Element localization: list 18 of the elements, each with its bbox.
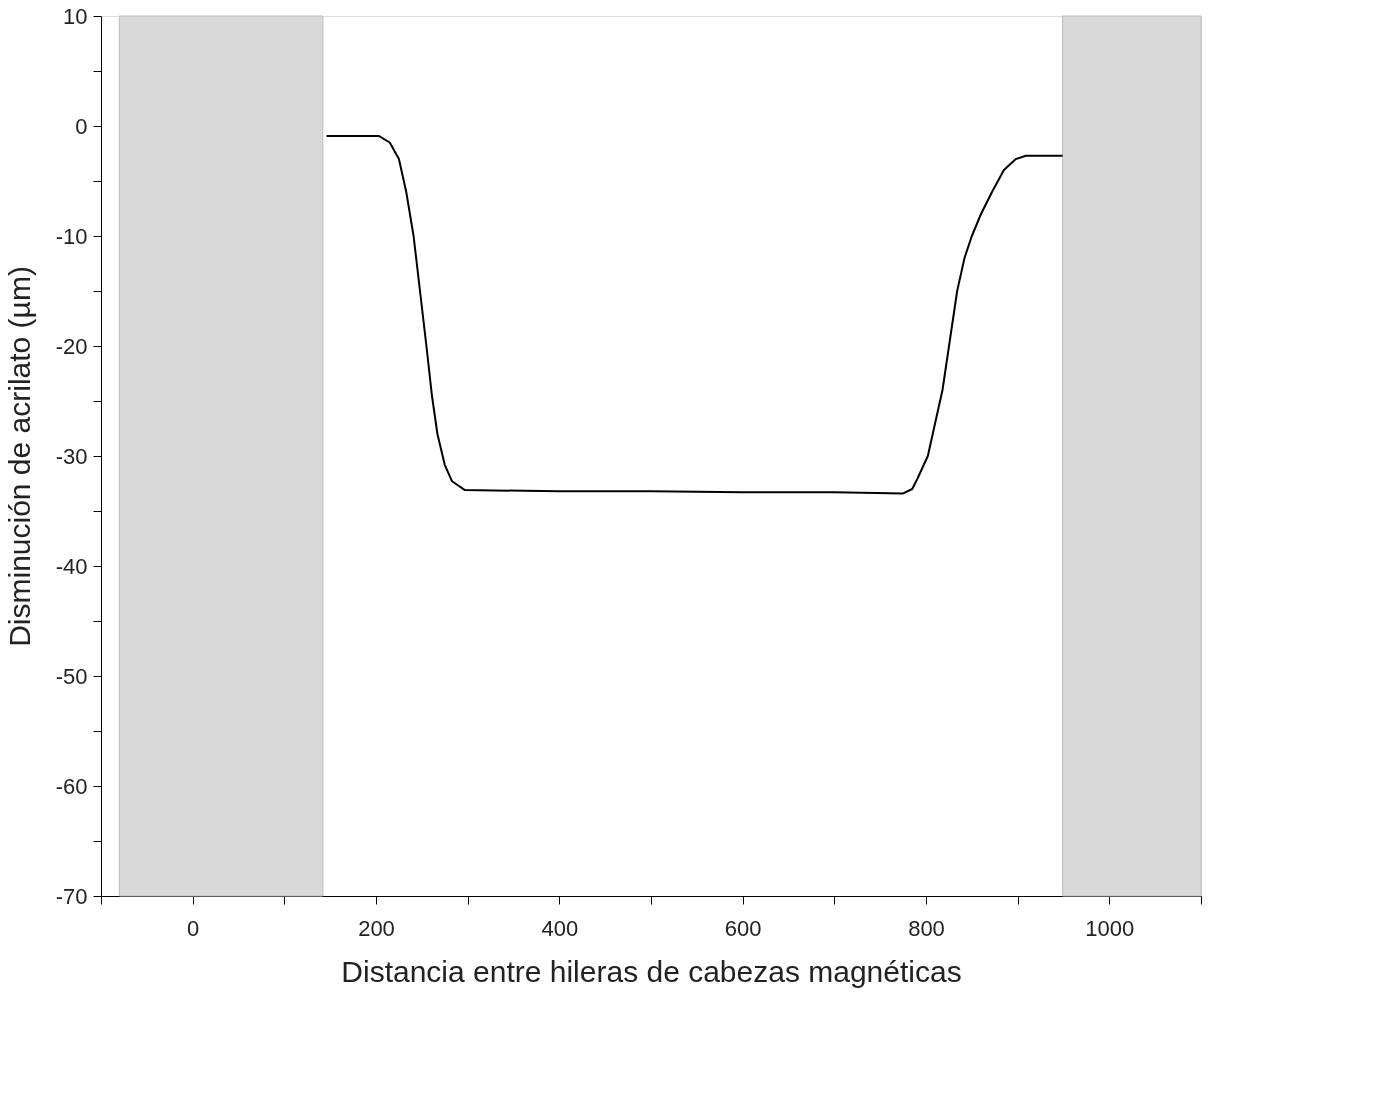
y-tick-label: 0 bbox=[75, 113, 88, 139]
x-tick-label: 0 bbox=[187, 915, 200, 941]
x-axis-title: Distancia entre hileras de cabezas magnéticas bbox=[341, 954, 962, 988]
x-tick-label: 1000 bbox=[1085, 915, 1135, 941]
y-tick-label: -60 bbox=[55, 773, 88, 799]
x-tick-label: 800 bbox=[908, 915, 945, 941]
y-tick-label: 10 bbox=[63, 3, 88, 29]
y-axis-title: Disminución de acrilato (µm) bbox=[2, 266, 36, 647]
y-tick-label: -20 bbox=[55, 333, 88, 359]
line-series bbox=[325, 134, 1064, 495]
y-tick-label: -10 bbox=[55, 223, 88, 249]
y-tick-label: -40 bbox=[55, 553, 88, 579]
y-tick-label: -50 bbox=[55, 663, 88, 689]
y-tick-label: -70 bbox=[55, 883, 88, 909]
x-tick-label: 200 bbox=[358, 915, 395, 941]
x-tick-label: 400 bbox=[541, 915, 579, 941]
y-tick-label: -30 bbox=[55, 443, 88, 469]
x-tick-label: 600 bbox=[724, 915, 762, 941]
